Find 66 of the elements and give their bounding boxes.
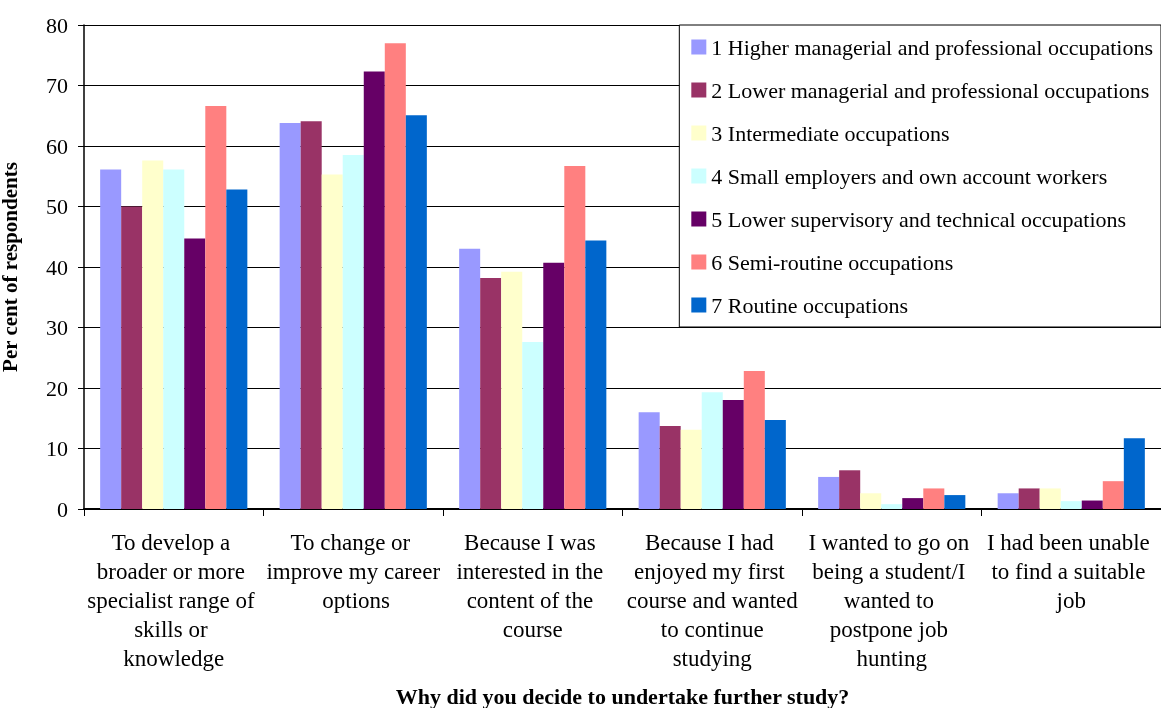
legend-label: 2 Lower managerial and professional occupations xyxy=(711,77,1150,103)
bar xyxy=(501,271,523,509)
bar xyxy=(818,476,840,509)
bar xyxy=(121,206,143,509)
x-tick-label: Because I was interested in the content of the course xyxy=(456,530,610,642)
bar xyxy=(184,238,206,509)
bar xyxy=(923,488,945,509)
bar xyxy=(363,71,385,509)
bar xyxy=(1039,488,1061,509)
bar xyxy=(384,43,406,509)
legend-label: 1 Higher managerial and professional occupations xyxy=(711,34,1153,60)
bar xyxy=(564,165,586,509)
y-tick-label: 60 xyxy=(46,133,68,159)
legend-label: 6 Semi-routine occupations xyxy=(711,249,954,275)
bar xyxy=(997,493,1019,509)
bar xyxy=(659,426,681,509)
bar xyxy=(459,248,481,509)
bar xyxy=(585,240,607,509)
bar xyxy=(480,277,502,509)
bar xyxy=(860,493,882,509)
bar xyxy=(1081,500,1103,509)
x-tick-label: To develop a broader or more specialist range of skills or knowledge xyxy=(87,530,261,671)
bar xyxy=(722,400,744,509)
bar xyxy=(405,115,427,509)
bar xyxy=(839,470,861,509)
y-tick-label: 50 xyxy=(46,194,68,219)
bar xyxy=(902,498,924,509)
bar xyxy=(764,420,786,509)
bar xyxy=(142,160,164,509)
y-tick-label: 10 xyxy=(46,436,68,461)
y-tick-label: 30 xyxy=(46,315,68,340)
legend-label: 4 Small employers and own account workers xyxy=(711,163,1108,189)
y-axis-title: Per cent of respondents xyxy=(0,162,22,372)
y-tick-label: 80 xyxy=(46,12,68,38)
bar xyxy=(300,121,322,509)
y-tick-label: 70 xyxy=(46,73,68,98)
legend-label: 5 Lower supervisory and technical occupations xyxy=(711,206,1127,232)
x-tick-label: Because I had enjoyed my first course and wanted to continue studying xyxy=(626,530,799,671)
bar xyxy=(1102,481,1124,509)
bar xyxy=(743,371,765,509)
y-tick-label: 40 xyxy=(46,254,68,280)
bar xyxy=(944,495,966,509)
legend-label: 3 Intermediate occupations xyxy=(711,120,950,146)
bar xyxy=(701,392,723,509)
legend-label: 7 Routine occupations xyxy=(711,292,909,318)
bar xyxy=(163,169,185,509)
bar xyxy=(1018,488,1040,509)
bar xyxy=(342,155,364,509)
x-tick-label: To change or improve my career options xyxy=(266,530,441,613)
bar xyxy=(1060,501,1082,509)
bar xyxy=(638,412,660,509)
x-axis-title: Why did you decide to undertake further study? xyxy=(395,683,850,708)
bar xyxy=(205,106,227,509)
y-tick-label: 0 xyxy=(57,496,68,522)
bar xyxy=(226,189,248,509)
bar xyxy=(279,123,301,509)
x-tick-label: I had been unable to find a suitable job xyxy=(986,530,1156,613)
y-tick-label: 20 xyxy=(46,375,68,401)
bar xyxy=(1123,438,1145,509)
bar xyxy=(680,429,702,509)
bar xyxy=(321,174,343,509)
bar xyxy=(522,342,544,509)
bar xyxy=(100,169,122,509)
x-tick-label: I wanted to go on being a student/I wanted to postpone job hunting xyxy=(808,530,976,671)
bar xyxy=(881,504,903,509)
bar xyxy=(543,262,565,509)
